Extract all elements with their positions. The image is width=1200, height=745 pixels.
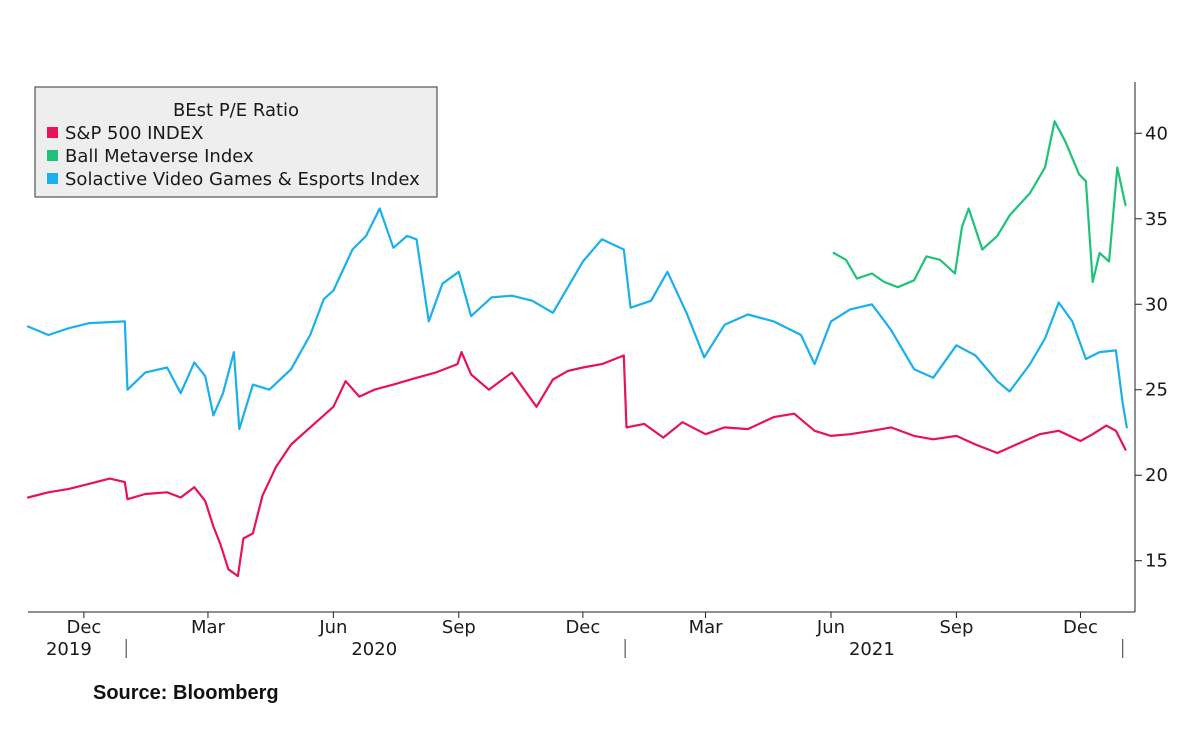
x-year-label: 2020 bbox=[351, 639, 397, 660]
series-line-2 bbox=[832, 120, 1127, 289]
x-tick-label: Dec bbox=[66, 617, 101, 638]
legend-swatch bbox=[47, 150, 58, 161]
y-tick-label: 35 bbox=[1145, 209, 1168, 230]
legend-title: BEst P/E Ratio bbox=[173, 100, 299, 121]
x-tick-label: Jun bbox=[816, 617, 845, 638]
y-tick-label: 20 bbox=[1145, 465, 1168, 486]
x-year-label: 2019 bbox=[46, 639, 92, 660]
x-tick-label: Mar bbox=[689, 617, 724, 638]
x-tick-label: Jun bbox=[318, 617, 347, 638]
series-line-1 bbox=[26, 351, 1127, 578]
x-year-label: 2021 bbox=[849, 639, 895, 660]
x-tick-label: Dec bbox=[1063, 617, 1098, 638]
x-tick-label: Mar bbox=[191, 617, 226, 638]
legend-swatch bbox=[47, 173, 58, 184]
y-tick-label: 15 bbox=[1145, 551, 1168, 572]
legend-entry: Solactive Video Games & Esports Index bbox=[65, 169, 420, 190]
x-tick-label: Dec bbox=[565, 617, 600, 638]
legend-entry: S&P 500 INDEX bbox=[65, 123, 203, 144]
y-tick-label: 40 bbox=[1145, 123, 1168, 144]
legend-entry: Ball Metaverse Index bbox=[65, 146, 254, 167]
x-tick-label: Sep bbox=[442, 617, 476, 638]
y-tick-label: 25 bbox=[1145, 380, 1168, 401]
series-line-3 bbox=[26, 207, 1128, 431]
x-tick-label: Sep bbox=[939, 617, 973, 638]
source-note: Source: Bloomberg bbox=[93, 682, 279, 704]
legend-swatch bbox=[47, 127, 58, 138]
legend-box bbox=[34, 86, 438, 198]
y-tick-label: 30 bbox=[1145, 294, 1168, 315]
